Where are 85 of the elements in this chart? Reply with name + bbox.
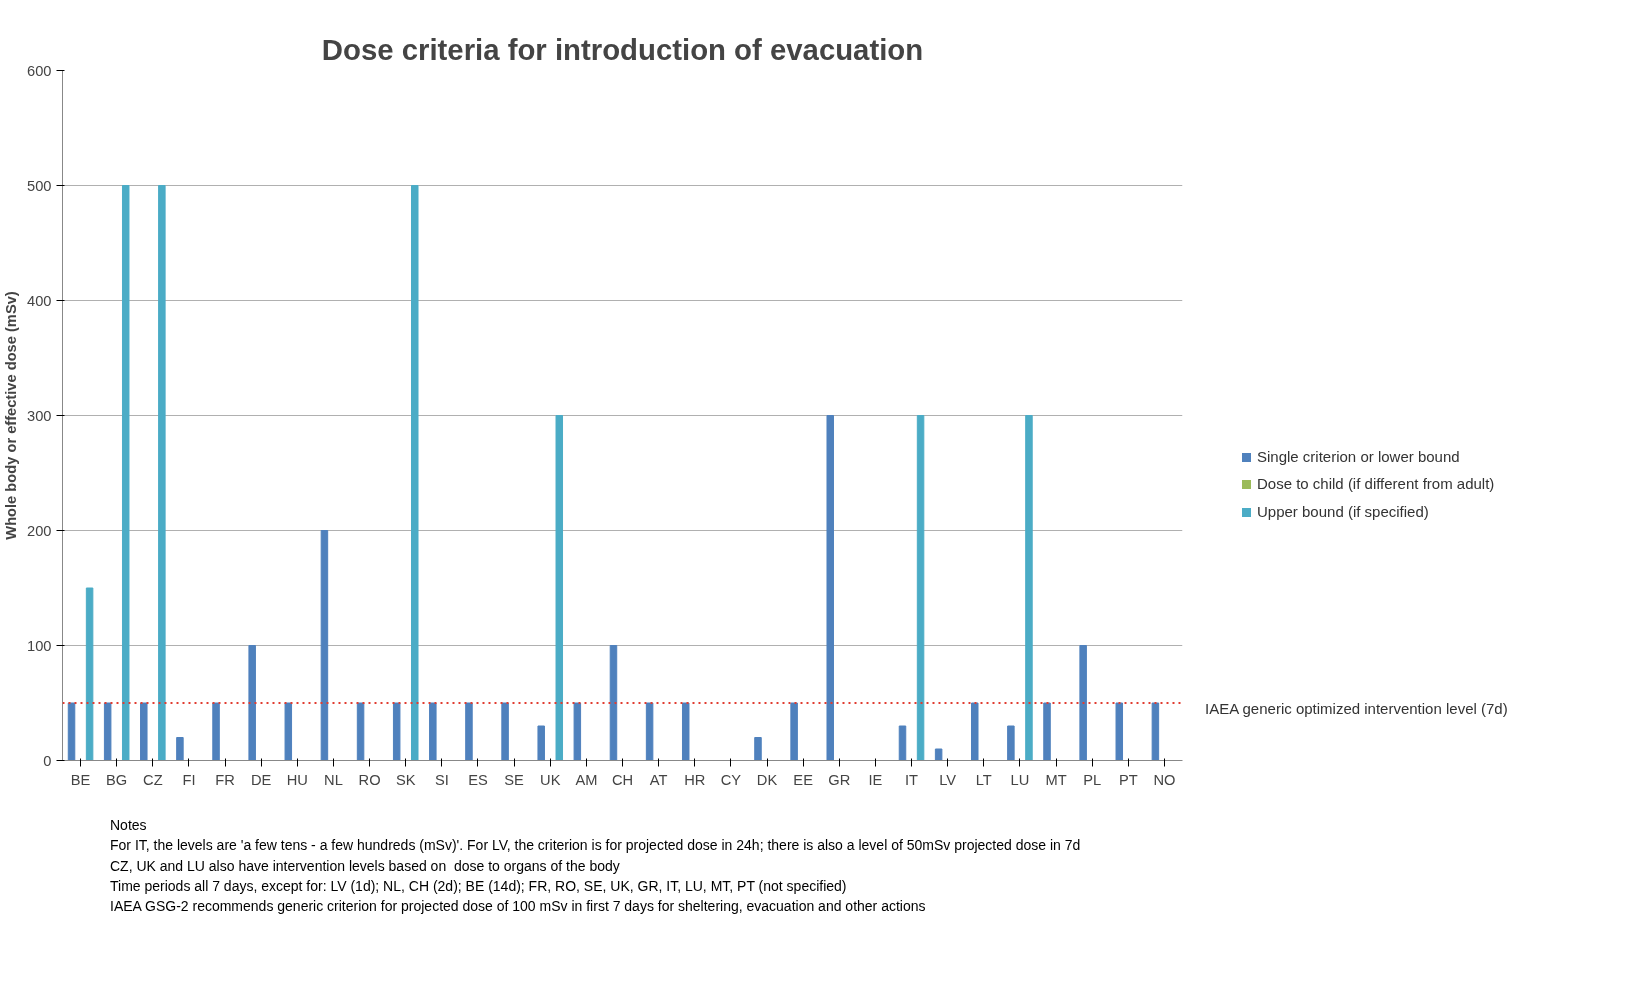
bar xyxy=(85,587,94,761)
x-tick-label: RO xyxy=(358,771,381,788)
y-tick-label: 400 xyxy=(27,292,52,309)
bar xyxy=(609,645,618,761)
x-tick-label: DK xyxy=(756,771,778,788)
y-tick-label: 300 xyxy=(27,407,52,424)
x-tick-label: BE xyxy=(70,771,91,788)
x-tick-label: DE xyxy=(251,771,272,788)
bar xyxy=(67,702,76,761)
x-tick-label: LT xyxy=(975,771,992,788)
x-tick-label: SK xyxy=(395,771,416,788)
bar xyxy=(573,702,582,761)
ref-line-label: IAEA generic optimized intervention level (7d) xyxy=(1205,698,1509,719)
text: CZ, UK and LU also have intervention levels based on dose to organs of the body xyxy=(110,857,620,874)
x-tick-label: EE xyxy=(793,771,814,788)
y-tick-label: 600 xyxy=(27,62,52,79)
x-tick-label: IE xyxy=(868,771,883,788)
bar xyxy=(284,702,293,761)
x-tick-label: CZ xyxy=(143,771,163,788)
x-tick-label: CH xyxy=(611,771,634,788)
x-tick-label: LV xyxy=(939,771,957,788)
bar xyxy=(555,415,564,761)
legend-label: Single criterion or lower bound xyxy=(1256,447,1461,467)
bar xyxy=(790,702,798,761)
x-tick-label: FR xyxy=(215,771,235,788)
bar xyxy=(1043,702,1051,761)
x-tick-label: UK xyxy=(540,771,561,788)
bar xyxy=(140,702,148,761)
legend-label: Upper bound (if specified) xyxy=(1256,501,1430,522)
x-tick-label: AM xyxy=(575,771,598,788)
y-tick-label: 500 xyxy=(27,177,52,194)
bar xyxy=(537,725,545,761)
y-tick-label: 0 xyxy=(43,752,52,769)
bar xyxy=(1151,702,1160,761)
bar xyxy=(898,725,907,761)
x-tick-label: CY xyxy=(720,771,742,788)
bar xyxy=(411,185,419,761)
x-tick-label: NO xyxy=(1153,771,1176,788)
x-tick-label: SI xyxy=(434,771,449,788)
bar xyxy=(465,702,473,761)
y-tick-label: 100 xyxy=(27,637,52,654)
bar xyxy=(392,702,401,761)
bar xyxy=(212,702,220,761)
x-tick-label: PT xyxy=(1118,771,1138,788)
y-axis-title: Whole body or effective dose (mSv) xyxy=(3,291,20,540)
bar xyxy=(916,415,925,761)
bar xyxy=(356,702,365,761)
bar xyxy=(971,702,979,761)
bar xyxy=(121,185,130,761)
x-tick-label: IT xyxy=(905,771,919,788)
legend-label: Dose to child (if different from adult) xyxy=(1256,474,1495,495)
x-tick-label: GR xyxy=(828,771,851,788)
bar xyxy=(826,415,834,761)
bar xyxy=(645,702,654,761)
bar xyxy=(681,702,690,761)
text: IAEA GSG-2 recommends generic criterion for projected dose of 100 mSv in first 7 days for sheltering, evacuation and other actions xyxy=(110,898,926,915)
x-tick-label: NL xyxy=(324,771,343,788)
bar xyxy=(1115,702,1124,761)
x-tick-label: BG xyxy=(106,771,128,788)
bar xyxy=(103,702,112,761)
bar xyxy=(1007,725,1015,761)
bar xyxy=(176,737,184,761)
x-tick-label: FI xyxy=(182,771,196,788)
bar xyxy=(248,645,256,761)
text: For IT, the levels are 'a few tens - a few hundreds (mSv)'. For LV, the criterion is for projected dose in 24h; there is also a level of 50mSv projected dose in 7d xyxy=(110,837,1081,854)
x-tick-label: HU xyxy=(286,771,308,788)
x-tick-label: ES xyxy=(468,771,488,788)
x-tick-label: HR xyxy=(684,771,706,788)
x-tick-label: SE xyxy=(504,771,525,788)
bar xyxy=(1079,645,1087,761)
bar xyxy=(429,702,437,761)
bar xyxy=(158,185,166,761)
bar xyxy=(320,530,329,761)
x-tick-label: LU xyxy=(1010,771,1030,788)
x-tick-label: MT xyxy=(1045,771,1067,788)
y-tick-label: 200 xyxy=(27,522,52,539)
x-tick-label: PL xyxy=(1083,771,1102,788)
bar xyxy=(501,702,509,761)
bar xyxy=(754,737,762,761)
chart-title: Dose criteria for introduction of evacuation xyxy=(321,32,924,66)
x-tick-label: AT xyxy=(649,771,668,788)
bar xyxy=(1025,415,1033,761)
bar xyxy=(934,748,943,761)
text: Time periods all 7 days, except for: LV (1d); NL, CH (2d); BE (14d); FR, RO, SE, UK, GR, IT, LU, MT, PT (not specified) xyxy=(110,877,847,894)
text: Notes xyxy=(110,817,147,833)
